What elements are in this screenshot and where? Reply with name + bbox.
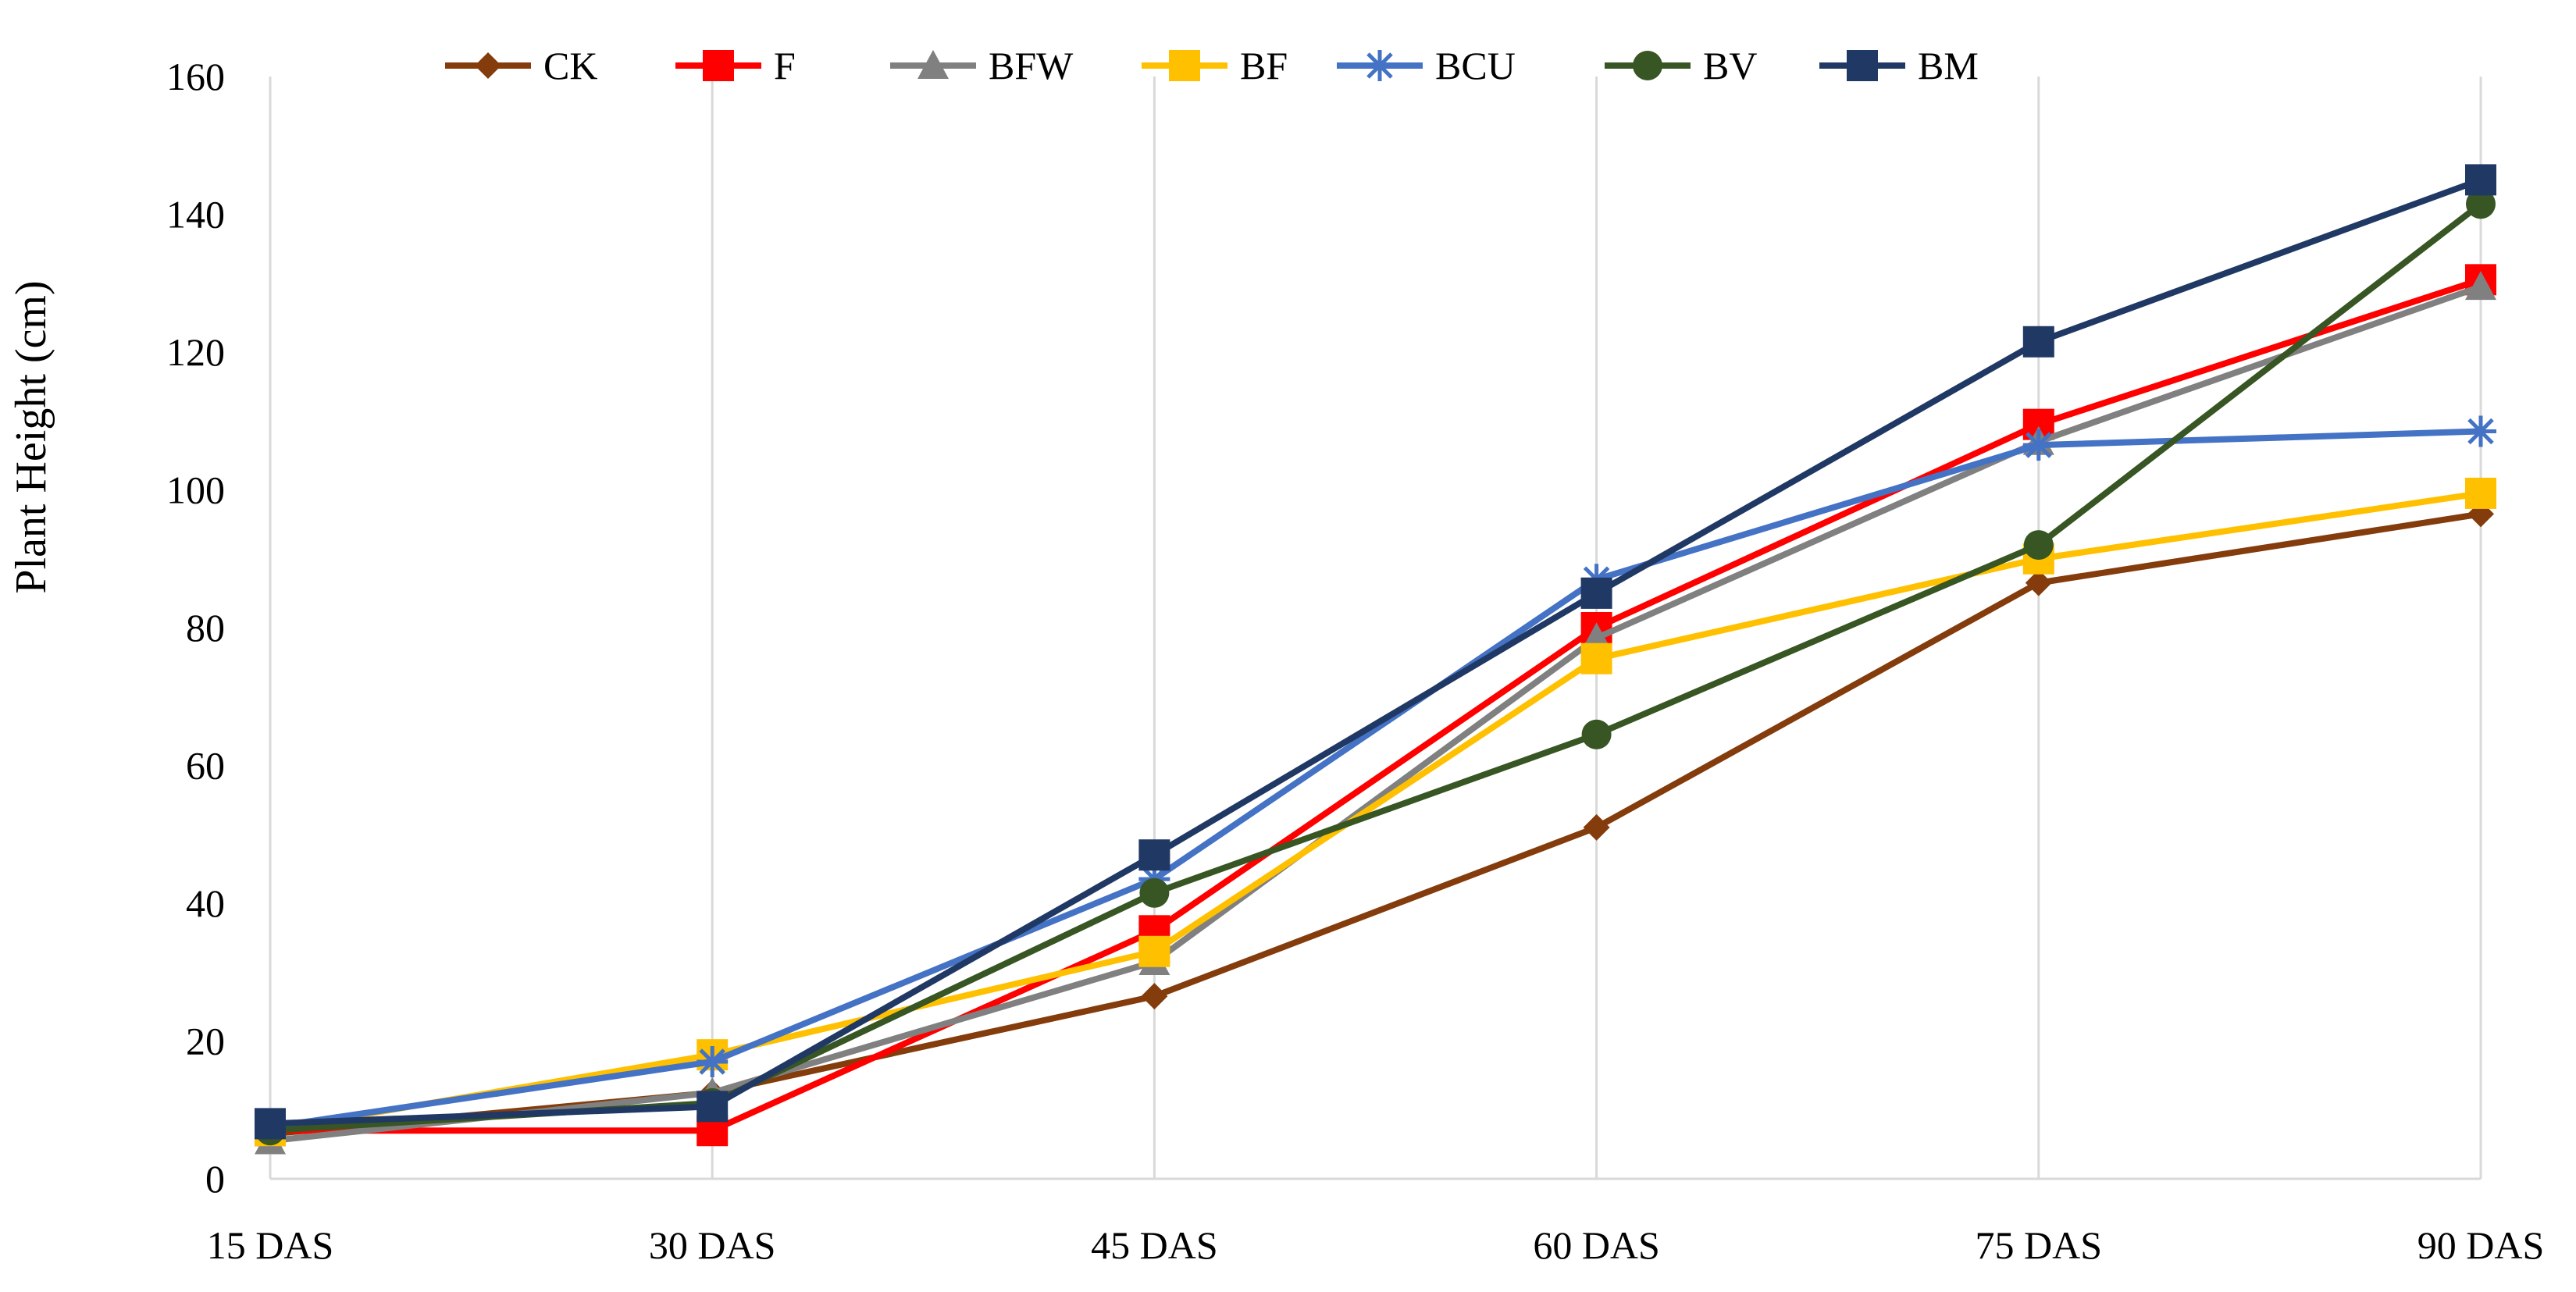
- legend-marker: [475, 52, 501, 79]
- y-tick-label: 100: [166, 468, 225, 512]
- legend-marker: [917, 50, 949, 79]
- y-tick-label: 160: [166, 55, 225, 98]
- y-tick-label: 60: [186, 744, 225, 788]
- legend-label: BV: [1703, 44, 1757, 87]
- y-tick-label: 120: [166, 330, 225, 374]
- legend-label: BM: [1918, 44, 1979, 87]
- y-tick-label: 20: [186, 1020, 225, 1063]
- data-point: [2023, 530, 2054, 561]
- series-line: [269, 428, 2482, 1130]
- data-point: [2465, 271, 2496, 301]
- x-tick-label: 60 DAS: [1533, 1223, 1660, 1267]
- legend-item-bm: BM: [1819, 44, 1979, 87]
- series-line: [269, 176, 2482, 1127]
- series-line: [269, 201, 2483, 1134]
- series-lines: [255, 164, 2496, 1155]
- data-point: [2465, 164, 2496, 196]
- legend-marker: [1633, 51, 1662, 80]
- data-point: [1580, 577, 1612, 609]
- series-line: [269, 511, 2482, 1137]
- y-tick-label: 0: [205, 1157, 225, 1201]
- data-point: [1581, 719, 1612, 749]
- axes: [269, 77, 2481, 1180]
- y-tick-labels: 0 20 40 60 80 100 120 140 160: [166, 55, 225, 1201]
- data-point: [255, 1108, 286, 1140]
- data-point: [2022, 326, 2054, 358]
- series-bm: [255, 164, 2496, 1140]
- data-point: [1580, 642, 1612, 674]
- data-point: [1583, 813, 1610, 841]
- legend-marker: [1169, 50, 1200, 81]
- data-point: [697, 1091, 729, 1123]
- legend-marker: [1364, 50, 1395, 81]
- legend-label: BCU: [1435, 44, 1516, 87]
- legend-item-bcu: BCU: [1337, 44, 1516, 87]
- legend-label: F: [774, 44, 796, 87]
- legend-item-bfw: BFW: [890, 44, 1074, 87]
- data-point: [1139, 877, 1170, 908]
- x-tick-label: 45 DAS: [1091, 1223, 1218, 1267]
- y-tick-label: 140: [166, 193, 225, 237]
- data-point: [2025, 569, 2052, 596]
- legend-item-bf: BF: [1142, 44, 1288, 87]
- data-point: [1138, 935, 1170, 967]
- series-line: [269, 489, 2482, 1134]
- x-tick-label: 30 DAS: [649, 1223, 776, 1267]
- data-point: [2465, 477, 2496, 509]
- legend-label: CK: [543, 44, 597, 87]
- series-bv: [255, 189, 2496, 1146]
- x-tick-label: 15 DAS: [207, 1223, 334, 1267]
- legend-label: BFW: [989, 44, 1074, 87]
- series-ck: [257, 500, 2494, 1148]
- y-axis-title: Plant Height (cm): [7, 280, 55, 593]
- data-point: [1141, 983, 1168, 1010]
- series-line: [270, 276, 2482, 1134]
- series-line: [269, 283, 2482, 1144]
- data-point: [697, 1045, 729, 1077]
- legend-item-ck: CK: [445, 44, 597, 87]
- data-point: [2465, 415, 2496, 447]
- series-bfw: [255, 271, 2496, 1155]
- y-tick-label: 40: [186, 881, 225, 925]
- data-point: [1138, 839, 1170, 871]
- legend-item-bv: BV: [1605, 44, 1757, 87]
- legend-label: BF: [1240, 44, 1288, 87]
- legend-marker: [703, 50, 734, 81]
- legend-marker: [1847, 50, 1878, 81]
- legend: CK F BFW BF BCU BV BM: [445, 44, 1979, 87]
- x-tick-label: 90 DAS: [2417, 1223, 2545, 1267]
- legend-item-f: F: [675, 44, 796, 87]
- y-tick-label: 80: [186, 606, 225, 650]
- data-point: [2466, 189, 2496, 219]
- x-tick-labels: 15 DAS 30 DAS 45 DAS 60 DAS 75 DAS 90 DAS: [207, 1223, 2545, 1267]
- data-point: [2022, 429, 2054, 461]
- x-tick-label: 75 DAS: [1976, 1223, 2103, 1267]
